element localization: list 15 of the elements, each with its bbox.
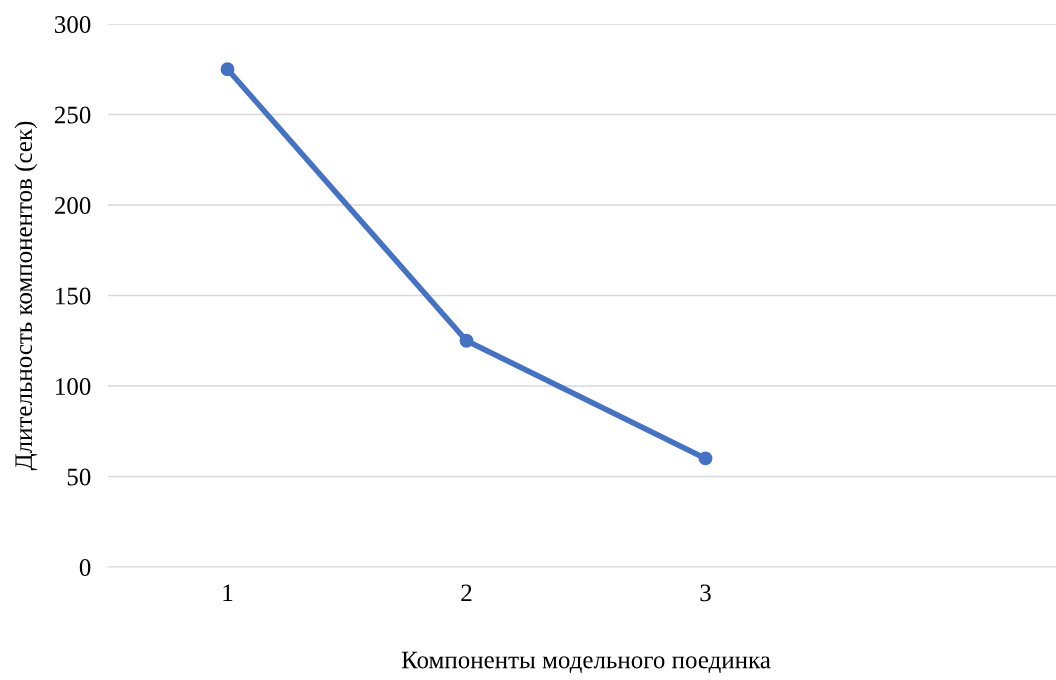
x-axis-title: Компоненты модельного поединка — [401, 651, 771, 673]
y-tick-label: 300 — [55, 16, 91, 33]
point — [220, 62, 235, 77]
point — [459, 333, 474, 348]
y-tick-label: 250 — [54, 106, 91, 124]
x-tick-label: 2 — [461, 584, 472, 602]
y-tick-label: 150 — [56, 287, 91, 305]
x-tick-label: 3 — [700, 584, 711, 602]
y-tick-label: 200 — [54, 197, 91, 214]
y-tick-label: 0 — [79, 559, 91, 576]
y-tick-label: 100 — [56, 378, 91, 395]
x-tick-label: 1 — [223, 584, 233, 602]
y-tick-label: 50 — [67, 468, 91, 486]
point — [698, 451, 713, 466]
y-axis-title: Длительность компонентов (сек) — [14, 121, 38, 471]
